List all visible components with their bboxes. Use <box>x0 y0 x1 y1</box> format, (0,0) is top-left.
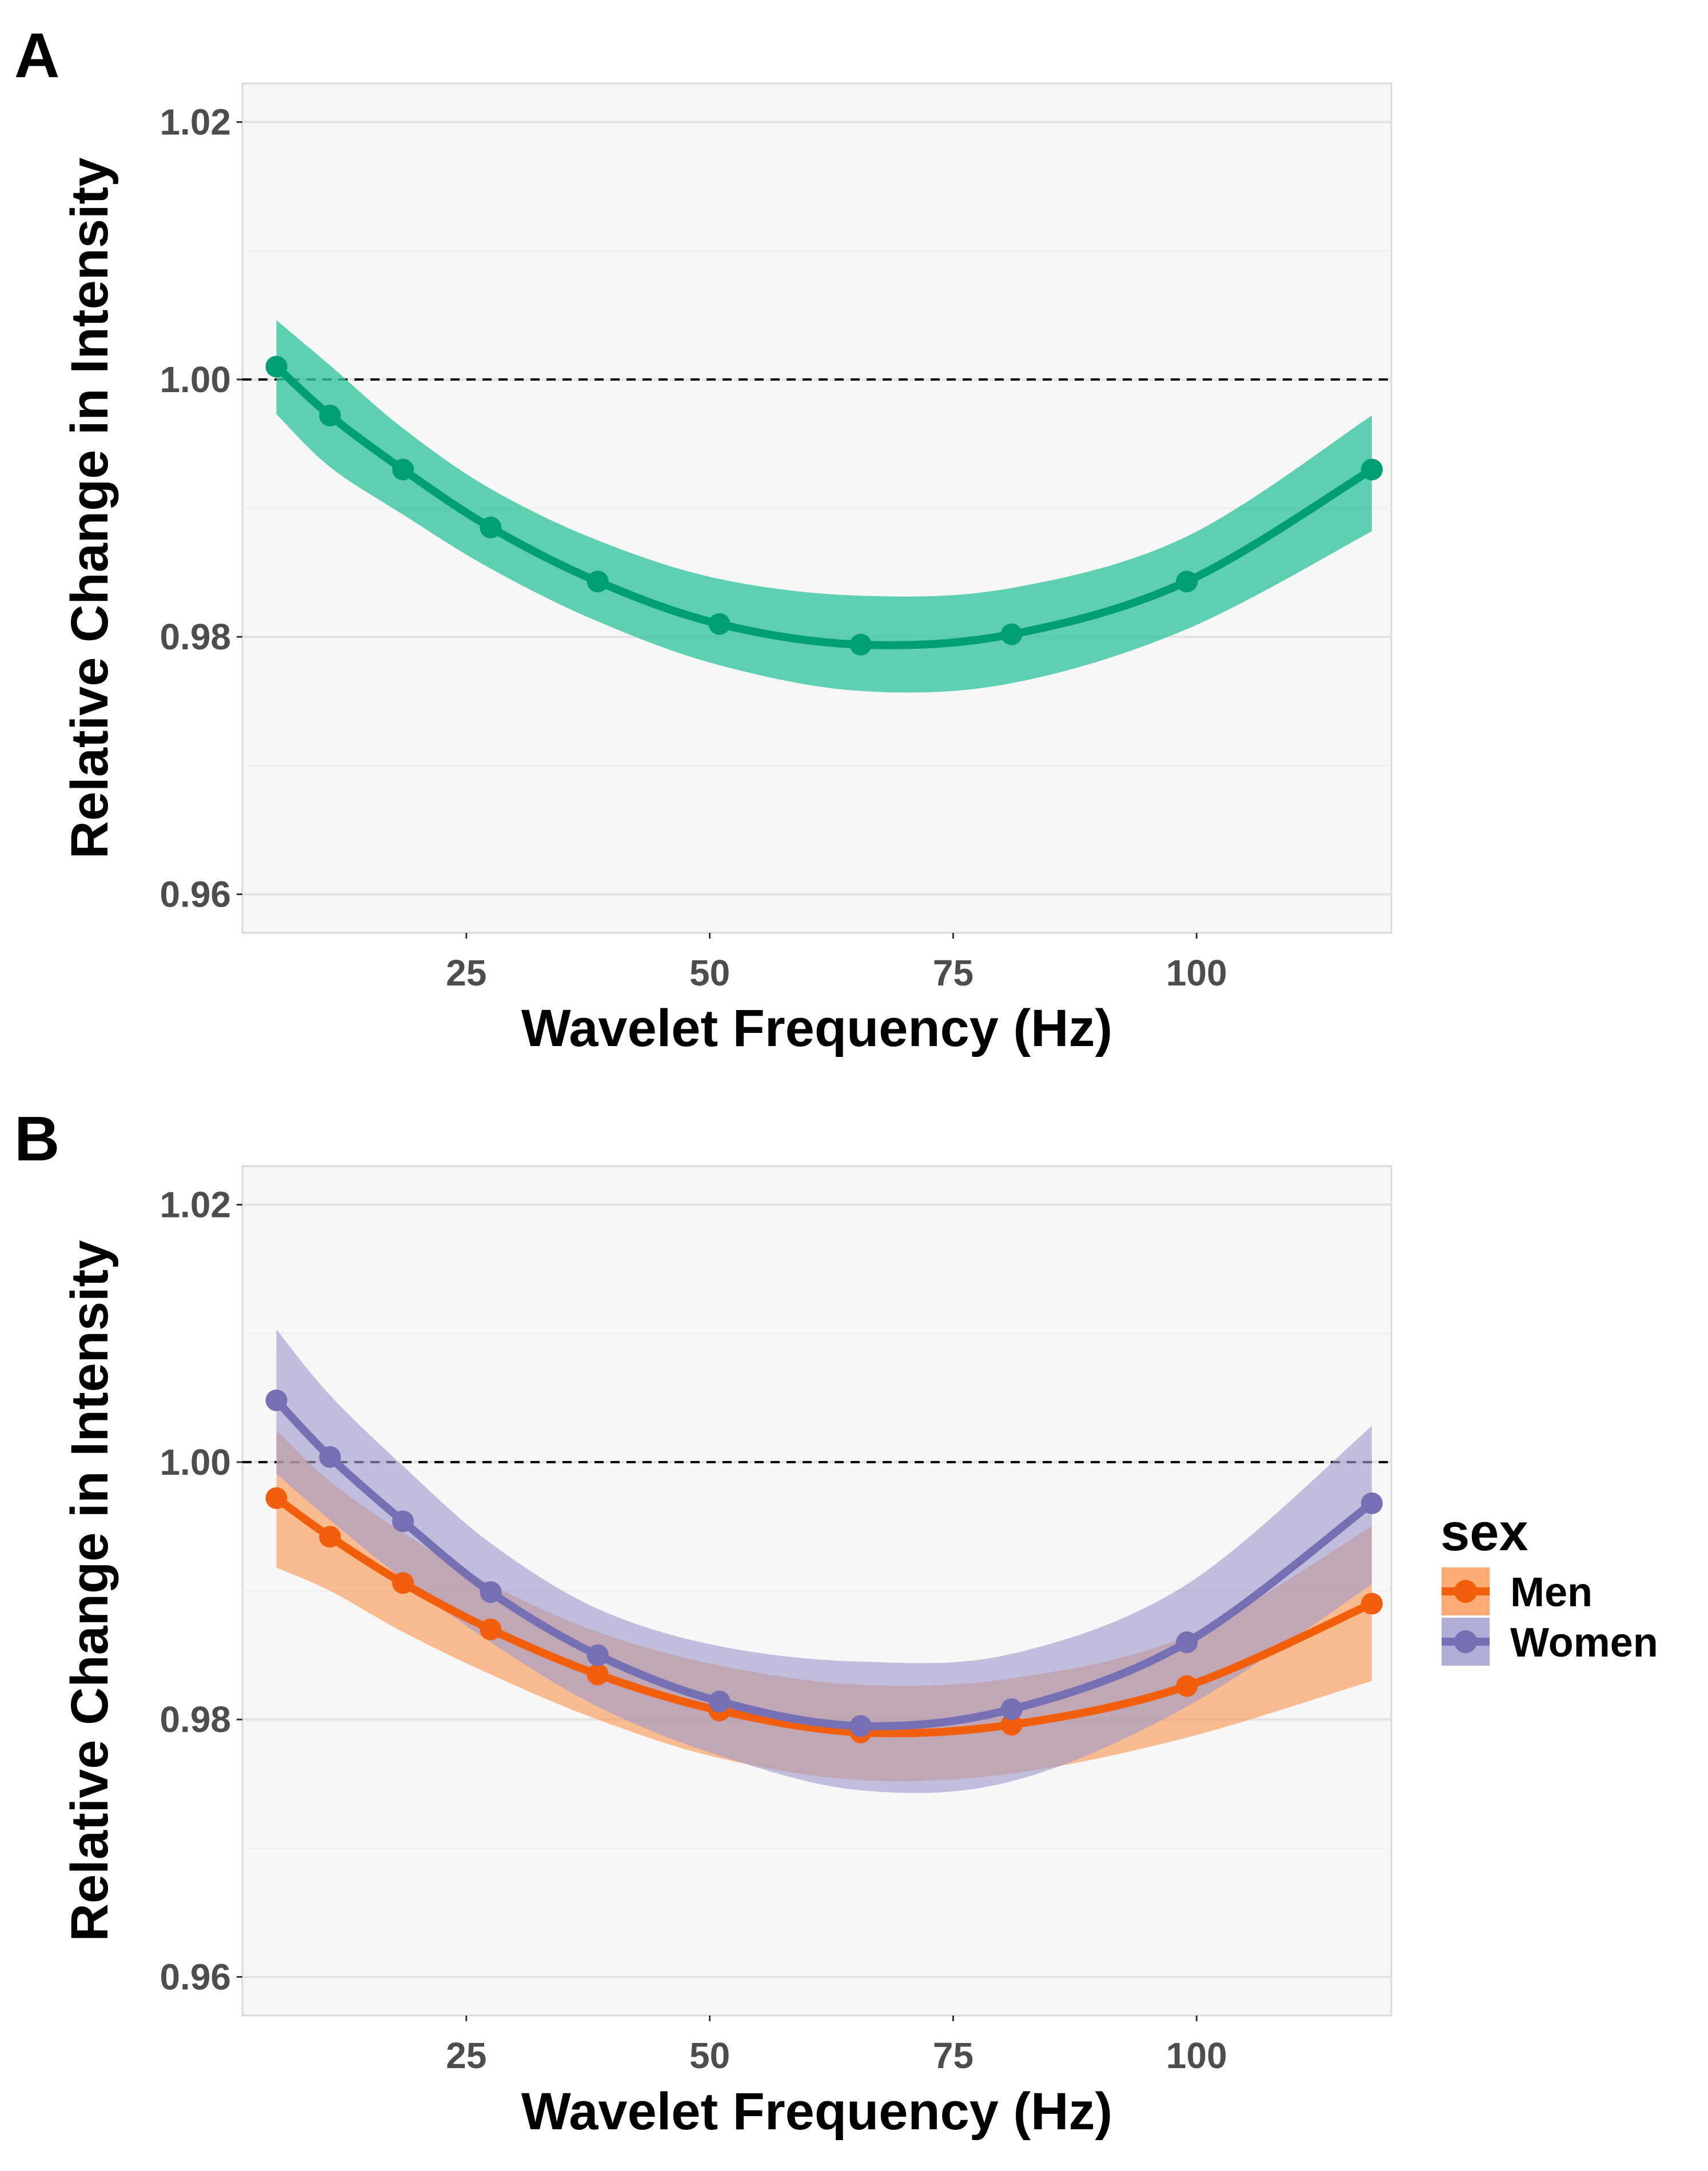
x-axis-title-a: Wavelet Frequency (Hz) <box>521 999 1112 1057</box>
legend-title: sex <box>1440 1503 1529 1562</box>
x-tick-label-0: 25 <box>446 952 486 993</box>
point-women-2 <box>392 1510 414 1533</box>
point-women-9 <box>1360 1492 1383 1514</box>
point-men-7 <box>1000 1714 1023 1736</box>
y-axis-title-a: Relative Change in Intensity <box>61 158 119 859</box>
point-women-0 <box>265 1389 288 1411</box>
x-tick-label-3: 100 <box>1166 952 1227 993</box>
point-men-8 <box>1176 1675 1198 1697</box>
series-points-a <box>265 356 1383 656</box>
point-all-9 <box>1360 458 1383 481</box>
y-tick-label-0: 0.96 <box>159 873 231 915</box>
point-women-6 <box>849 1715 872 1737</box>
panel-b: B 0.96 0.98 1.00 1.02 25 50 75 100 Wavelet Fre… <box>14 1104 1658 2141</box>
series-points-b <box>265 1389 1383 1743</box>
point-women-4 <box>586 1644 609 1666</box>
point-all-3 <box>480 516 502 538</box>
point-women-7 <box>1000 1698 1023 1721</box>
y-axis-ticks-a: 0.96 0.98 1.00 1.02 <box>159 102 242 915</box>
y-tick-label-1: 0.98 <box>159 616 231 657</box>
x-tick-label-0: 25 <box>446 2035 486 2076</box>
y-axis-title-b: Relative Change in Intensity <box>61 1240 119 1942</box>
x-tick-label-2: 75 <box>933 2035 973 2076</box>
point-all-0 <box>265 356 288 378</box>
panel-label-a: A <box>14 21 59 91</box>
point-all-8 <box>1176 570 1198 593</box>
y-tick-label-1: 0.98 <box>159 1699 231 1740</box>
point-women-8 <box>1176 1631 1198 1654</box>
legend-items: Men Women <box>1442 1567 1658 1666</box>
point-men-1 <box>319 1526 341 1548</box>
y-tick-label-3: 1.02 <box>159 102 231 143</box>
point-all-6 <box>849 633 872 656</box>
legend: sex Men Women <box>1440 1503 1658 1666</box>
panel-label-b: B <box>14 1104 59 1174</box>
legend-label-men: Men <box>1510 1570 1593 1615</box>
point-men-0 <box>265 1487 288 1509</box>
x-tick-label-3: 100 <box>1166 2035 1227 2076</box>
x-axis-ticks-a: 25 50 75 100 <box>446 933 1227 993</box>
point-men-2 <box>392 1572 414 1594</box>
y-tick-label-0: 0.96 <box>159 1956 231 1997</box>
point-women-5 <box>708 1690 731 1713</box>
band-women <box>276 1329 1372 1793</box>
point-all-5 <box>708 613 731 635</box>
point-women-3 <box>480 1581 502 1603</box>
x-tick-label-2: 75 <box>933 952 973 993</box>
y-tick-label-2: 1.00 <box>159 1442 231 1483</box>
point-men-4 <box>586 1663 609 1686</box>
point-men-3 <box>480 1618 502 1641</box>
y-axis-ticks-b: 0.96 0.98 1.00 1.02 <box>159 1184 242 1997</box>
point-all-2 <box>392 458 414 481</box>
x-axis-ticks-b: 25 50 75 100 <box>446 2016 1227 2076</box>
x-tick-label-1: 50 <box>689 952 730 993</box>
legend-point-women <box>1454 1630 1477 1653</box>
legend-label-women: Women <box>1510 1620 1658 1666</box>
point-all-1 <box>319 404 341 426</box>
point-all-7 <box>1000 623 1023 645</box>
point-men-9 <box>1360 1593 1383 1615</box>
x-tick-label-1: 50 <box>689 2035 730 2076</box>
x-axis-title-b: Wavelet Frequency (Hz) <box>521 2082 1112 2141</box>
y-tick-label-2: 1.00 <box>159 359 231 400</box>
point-women-1 <box>319 1446 341 1468</box>
legend-point-men <box>1454 1580 1477 1603</box>
confidence-bands-a <box>276 320 1372 693</box>
band-all <box>276 320 1372 693</box>
confidence-bands-b <box>276 1329 1372 1793</box>
y-tick-label-3: 1.02 <box>159 1184 231 1226</box>
point-all-4 <box>586 570 609 593</box>
panel-a: A 0.96 0.98 1.00 1.02 25 50 75 100 Wavelet Fre… <box>14 21 1392 1057</box>
